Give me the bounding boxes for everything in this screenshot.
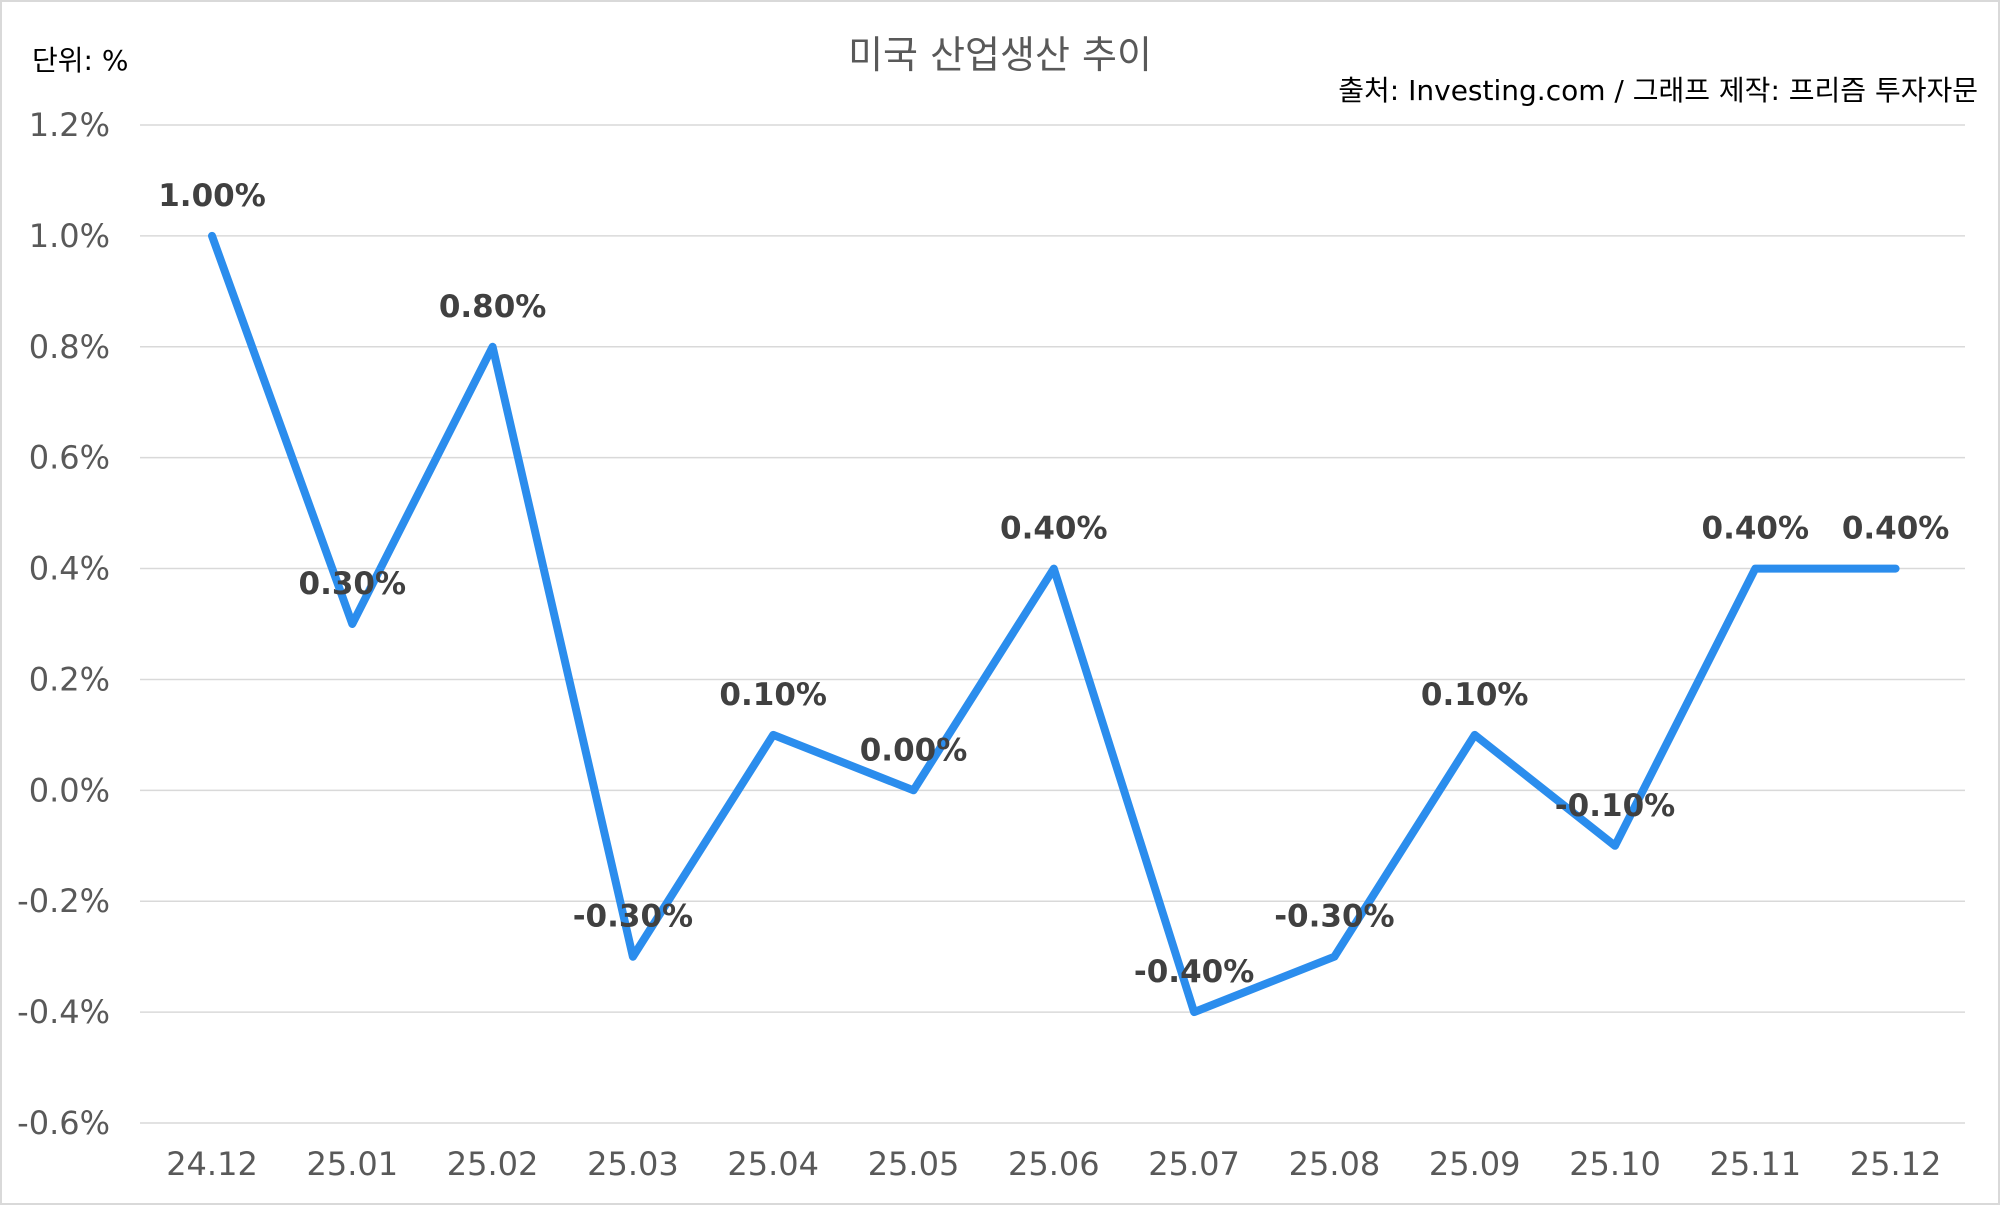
x-tick-label: 25.08 — [1289, 1145, 1381, 1183]
y-tick-label: 1.0% — [29, 217, 110, 255]
data-label: 0.40% — [1000, 511, 1108, 547]
data-label: 1.00% — [158, 178, 266, 214]
y-tick-label: 0.4% — [29, 550, 110, 588]
y-tick-label: 0.2% — [29, 660, 110, 698]
x-tick-label: 25.04 — [727, 1145, 819, 1183]
y-tick-label: -0.2% — [17, 882, 110, 920]
x-tick-label: 25.06 — [1008, 1145, 1100, 1183]
chart-title: 미국 산업생산 추이 — [848, 33, 1152, 77]
source-note: 출처: Investing.com / 그래프 제작: 프리즘 투자자문 — [1338, 74, 1978, 107]
data-label: 0.40% — [1842, 511, 1950, 547]
x-axis-ticks: 24.12 25.01 25.02 25.03 25.04 25.05 25.06 25.07… — [166, 1145, 1941, 1183]
data-label: -0.10% — [1555, 788, 1675, 824]
data-label: 0.10% — [719, 677, 827, 713]
data-label: 0.30% — [299, 566, 407, 602]
data-label: 0.40% — [1702, 511, 1810, 547]
y-tick-label: 0.8% — [29, 328, 110, 366]
x-tick-label: 25.09 — [1429, 1145, 1521, 1183]
data-label: 0.10% — [1421, 677, 1529, 713]
x-tick-label: 24.12 — [166, 1145, 258, 1183]
y-axis-ticks: 1.2% 1.0% 0.8% 0.6% 0.4% 0.2% 0.0% -0.2% -0.4% -0… — [17, 106, 110, 1142]
x-tick-label: 25.12 — [1850, 1145, 1942, 1183]
y-tick-label: 1.2% — [29, 106, 110, 144]
series-line — [208, 231, 1900, 1017]
data-labels: 1.00% 0.30% 0.80% -0.30% 0.10% 0.00% 0.40% -0.4… — [158, 178, 1949, 990]
y-tick-label: -0.6% — [17, 1104, 110, 1142]
y-tick-label: 0.0% — [29, 771, 110, 809]
data-label: 0.00% — [860, 732, 968, 768]
data-label: -0.40% — [1134, 954, 1254, 990]
x-tick-label: 25.02 — [447, 1145, 539, 1183]
x-tick-label: 25.11 — [1709, 1145, 1801, 1183]
x-tick-label: 25.01 — [306, 1145, 398, 1183]
data-label: -0.30% — [573, 899, 693, 935]
x-tick-label: 25.10 — [1569, 1145, 1661, 1183]
data-label: 0.80% — [439, 289, 547, 325]
x-tick-label: 25.07 — [1148, 1145, 1240, 1183]
unit-label: 단위: % — [32, 44, 128, 77]
x-tick-label: 25.03 — [587, 1145, 679, 1183]
y-tick-label: 0.6% — [29, 439, 110, 477]
series-layer — [208, 231, 1900, 1017]
x-tick-label: 25.05 — [868, 1145, 960, 1183]
data-label: -0.30% — [1274, 899, 1394, 935]
y-tick-label: -0.4% — [17, 993, 110, 1031]
